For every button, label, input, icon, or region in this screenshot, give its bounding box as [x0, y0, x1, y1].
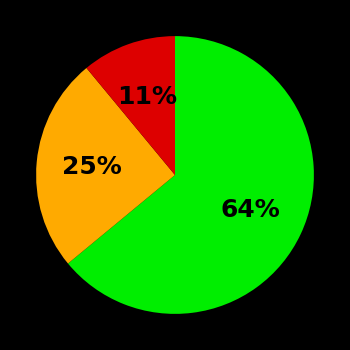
Wedge shape	[86, 36, 175, 175]
Wedge shape	[68, 36, 314, 314]
Text: 64%: 64%	[220, 198, 280, 223]
Wedge shape	[36, 68, 175, 264]
Text: 25%: 25%	[62, 155, 122, 179]
Text: 11%: 11%	[117, 85, 177, 108]
